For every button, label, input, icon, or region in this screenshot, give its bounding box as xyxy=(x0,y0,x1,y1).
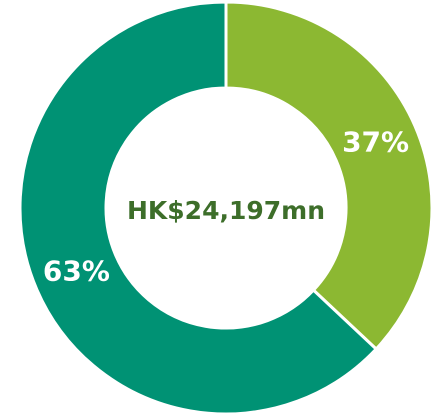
center-label: HK$24,197mn xyxy=(127,196,325,225)
value-label: 37% xyxy=(342,125,409,158)
donut-slice xyxy=(18,0,379,416)
donut-slice xyxy=(224,0,434,352)
value-label: 63% xyxy=(43,255,110,288)
